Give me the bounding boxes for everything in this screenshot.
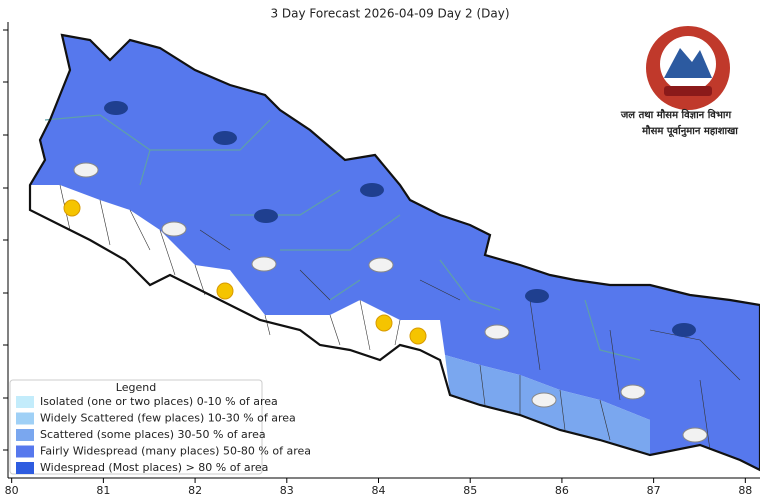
x-tick-label: 84: [371, 484, 385, 497]
agency-division: मौसम पूर्वानुमान महाशाखा: [641, 124, 738, 138]
legend-title: Legend: [116, 381, 156, 394]
x-tick-label: 82: [188, 484, 202, 497]
x-tick-label: 85: [463, 484, 477, 497]
legend-label: Isolated (one or two places) 0-10 % of a…: [40, 395, 278, 408]
x-tick-label: 83: [280, 484, 294, 497]
legend-label: Widely Scattered (few places) 10-30 % of…: [40, 412, 296, 425]
agency-logo: जल तथा मौसम विज्ञान विभाग मौसम पूर्वानुम…: [620, 26, 738, 138]
x-tick-label: 86: [555, 484, 569, 497]
legend-label: Fairly Widespread (many places) 50-80 % …: [40, 445, 311, 458]
agency-department: जल तथा मौसम विज्ञान विभाग: [620, 108, 732, 121]
legend-label: Scattered (some places) 30-50 % of area: [40, 428, 266, 441]
legend-swatch: [16, 445, 34, 458]
x-tick-label: 88: [738, 484, 752, 497]
legend-swatch: [16, 429, 34, 441]
legend-label: Widespread (Most places) > 80 % of area: [40, 461, 268, 474]
legend-swatch: [16, 462, 34, 474]
x-tick-label: 80: [5, 484, 19, 497]
map-title: 3 Day Forecast 2026-04-09 Day 2 (Day): [270, 7, 509, 21]
weather-icons: [63, 101, 708, 443]
x-tick-label: 81: [96, 484, 110, 497]
x-tick-label: 87: [647, 484, 661, 497]
axes-frame: [3, 22, 760, 479]
legend-swatch: [16, 412, 34, 425]
legend: Legend Isolated (one or two places) 0-10…: [9, 379, 311, 475]
legend-swatch: [16, 396, 34, 408]
